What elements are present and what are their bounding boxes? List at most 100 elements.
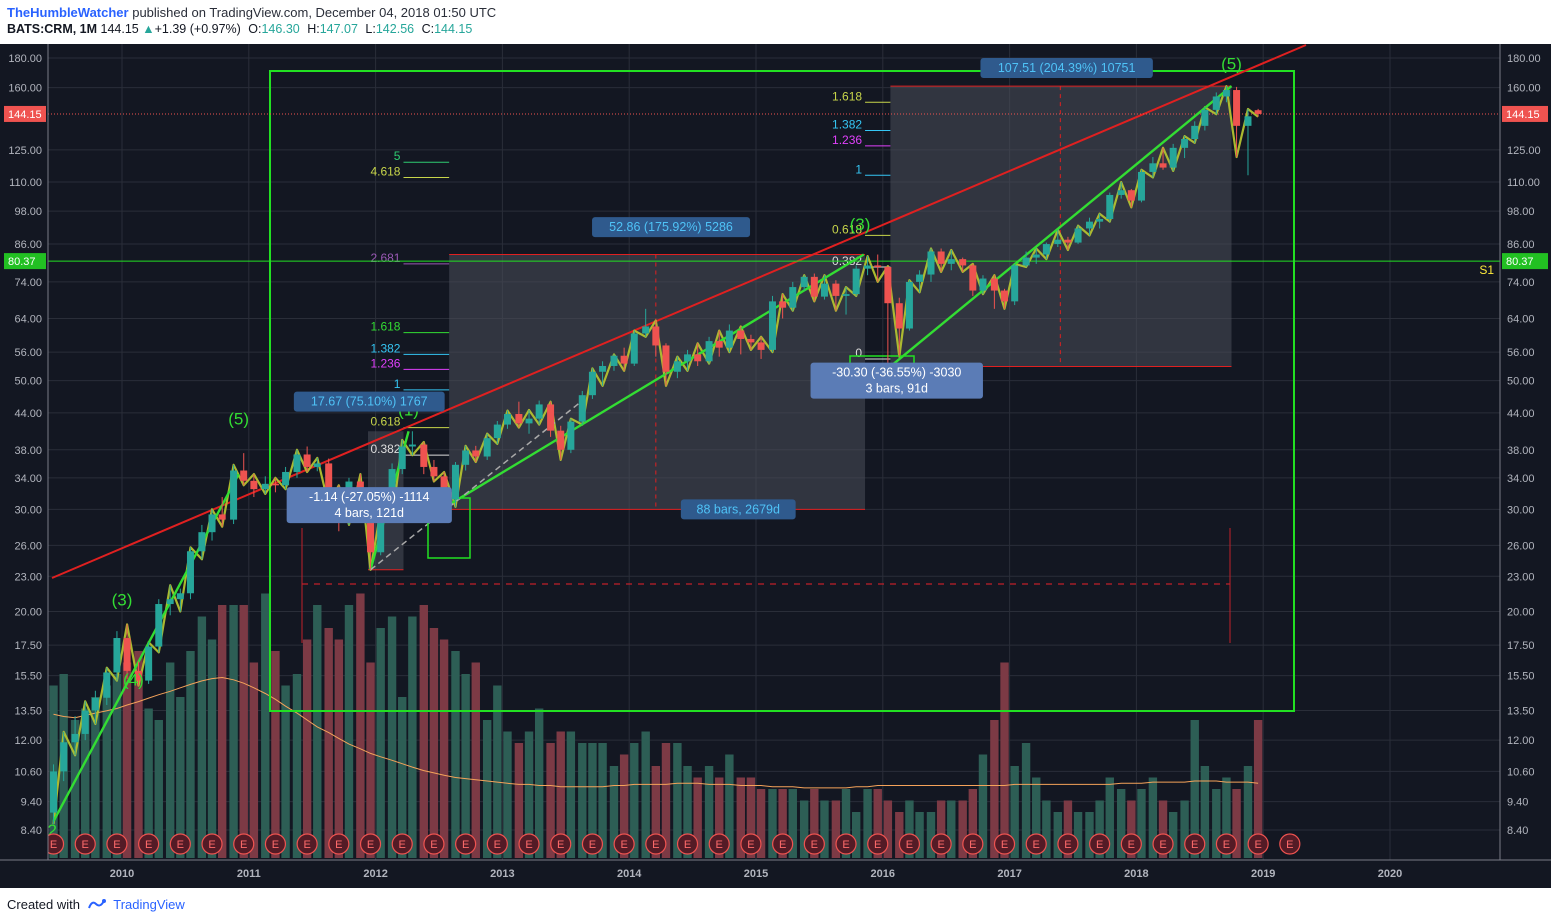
candle-body (620, 355, 628, 364)
volume-bar (429, 628, 439, 858)
left-price-tick: 110.00 (9, 177, 42, 189)
earnings-icon (74, 833, 96, 855)
volume-bar (292, 674, 302, 858)
candle-body (462, 450, 470, 465)
earnings-icon (581, 833, 604, 855)
earnings-icon (867, 833, 889, 855)
fib-level-label: 1.618 (832, 89, 862, 103)
trend-channel-line (51, 44, 1307, 579)
author-link[interactable]: TheHumbleWatcher (7, 5, 129, 20)
volume-bar (122, 662, 132, 858)
earnings-marker-label: E (1223, 839, 1230, 851)
earnings-marker-label: E (240, 839, 247, 851)
left-price-tick: 15.50 (14, 671, 42, 683)
earnings-marker-label: E (1128, 839, 1135, 851)
volume-bar (366, 662, 375, 858)
earnings-icon (1089, 833, 1111, 855)
high-value: 147.07 (319, 22, 358, 36)
volume-bar (1053, 812, 1062, 858)
volume-bar (566, 731, 576, 858)
candle-body (240, 470, 248, 481)
left-price-tick: 34.00 (14, 473, 42, 485)
earnings-marker-label: E (874, 839, 881, 851)
candle-body (535, 404, 543, 419)
volume-bar (1063, 800, 1073, 858)
candle-body (588, 371, 596, 396)
candle-body (578, 395, 586, 422)
volume-bar (1021, 743, 1031, 858)
volume-bar (70, 720, 80, 858)
volume-bar (1200, 766, 1210, 858)
candle-body (990, 278, 998, 291)
volume-bar (387, 616, 397, 858)
candle-body (1011, 265, 1019, 302)
earnings-icon (391, 833, 413, 855)
earnings-icon (486, 833, 508, 855)
volume-bar (313, 605, 322, 858)
earnings-marker-label: E (208, 839, 215, 851)
volume-bar (820, 800, 829, 858)
volume-bar (947, 800, 956, 858)
right-price-tick: 15.50 (1507, 671, 1535, 683)
volume-bar (165, 662, 175, 858)
earnings-marker-label: E (589, 839, 596, 851)
volume-bar (768, 789, 777, 858)
candle-body (705, 341, 713, 362)
measure-label: 107.51 (204.39%) 10751 (980, 57, 1153, 78)
volume-bar (1042, 800, 1051, 858)
time-tick-label: 2019 (1251, 868, 1275, 880)
fib-level-label: 1.618 (370, 320, 400, 334)
candle-body (979, 278, 987, 291)
earnings-icon (169, 833, 191, 855)
low-value: 142.56 (375, 22, 415, 36)
candle-body (884, 267, 892, 304)
candle-body (1074, 228, 1082, 243)
right-price-tick: 10.60 (1507, 766, 1535, 778)
volume-bar (1158, 800, 1168, 858)
measure-label-bg (592, 217, 751, 238)
right-price-tick: 110.00 (1507, 177, 1540, 189)
support-price-badge-left: 80.37 (8, 256, 36, 268)
volume-bar (990, 720, 999, 858)
candle-body (1169, 147, 1177, 168)
candle-body (261, 483, 269, 490)
left-price-tick: 20.00 (14, 606, 42, 618)
volume-bar (841, 789, 851, 858)
left-price-tick: 10.60 (14, 766, 42, 778)
earnings-marker-label: E (494, 839, 501, 851)
candle-body (103, 672, 111, 698)
volume-bar (598, 743, 607, 858)
right-axis-panel (1500, 44, 1551, 888)
earnings-icon (613, 833, 635, 855)
measure-label: -1.14 (-27.05%) -1114 4 bars, 121d (286, 487, 452, 524)
earnings-marker-label: E (969, 839, 976, 851)
volume-bar (207, 639, 217, 858)
candle-body (303, 454, 311, 467)
candle-body (895, 303, 903, 329)
volume-bar (344, 605, 354, 858)
candle-body (1222, 90, 1230, 97)
time-tick-label: 2020 (1378, 868, 1402, 880)
candle-body (810, 276, 818, 297)
current-price-badge-bg (1502, 105, 1548, 122)
earnings-icon (359, 833, 382, 855)
high-label: H: (307, 22, 320, 36)
price-chart[interactable]: 54.6182.6811.6181.3821.23610.6180.38201.… (0, 44, 1551, 888)
volume-bar (683, 766, 692, 858)
volume-bar (895, 812, 904, 858)
candle-body (768, 301, 776, 350)
volume-bar (1137, 789, 1146, 858)
candle-body (916, 274, 924, 282)
current-price-badge-left-bg (4, 105, 46, 122)
volume-bar (334, 639, 344, 858)
symbol-label[interactable]: BATS:CRM, 1M (7, 22, 98, 36)
candle-body (1191, 125, 1199, 140)
measure-label: -30.30 (-36.55%) -3030 3 bars, 91d (810, 362, 983, 399)
tradingview-brand[interactable]: TradingView (113, 897, 185, 912)
chart-pane[interactable]: 54.6182.6811.6181.3821.23610.6180.38201.… (0, 44, 1551, 888)
volume-bar (186, 651, 195, 858)
left-price-tick: 30.00 (14, 504, 42, 516)
candle-body (367, 509, 375, 553)
left-price-tick: 64.00 (14, 313, 42, 325)
candle-body (1212, 96, 1220, 110)
